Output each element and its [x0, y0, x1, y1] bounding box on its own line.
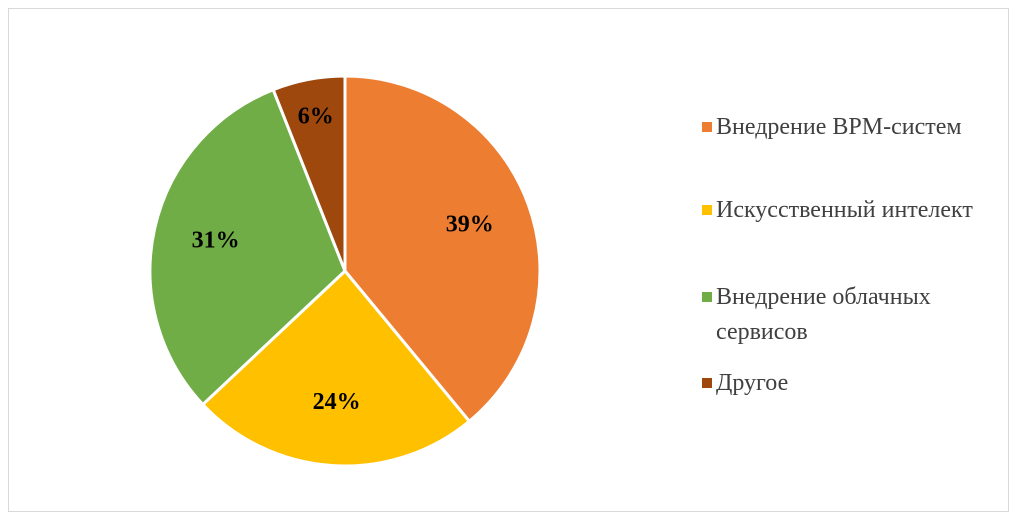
legend-swatch [702, 378, 712, 388]
legend-swatch [702, 205, 712, 215]
legend-swatch [702, 292, 712, 302]
legend-entry: Внедрение облачных сервисов [702, 280, 1002, 350]
legend-label: Искусственный интелект [716, 197, 973, 223]
data-label: 39% [446, 212, 494, 238]
data-label: 6% [298, 103, 334, 129]
legend-entry: Искусственный интелект [702, 193, 1002, 228]
legend-label: Внедрение облачных сервисов [716, 284, 931, 345]
pie-slice [148, 87, 347, 407]
legend-entry: Другое [702, 366, 1002, 401]
pie-slice [271, 74, 347, 272]
data-label: 24% [313, 389, 361, 415]
pie-slice [343, 74, 542, 424]
pie-slice [200, 268, 472, 468]
legend-entry: Внедрение BPM-систем [702, 110, 1002, 145]
legend-swatch [702, 122, 712, 132]
data-label: 31% [192, 228, 240, 254]
legend-label: Другое [716, 370, 789, 396]
legend-label: Внедрение BPM-систем [716, 114, 962, 140]
